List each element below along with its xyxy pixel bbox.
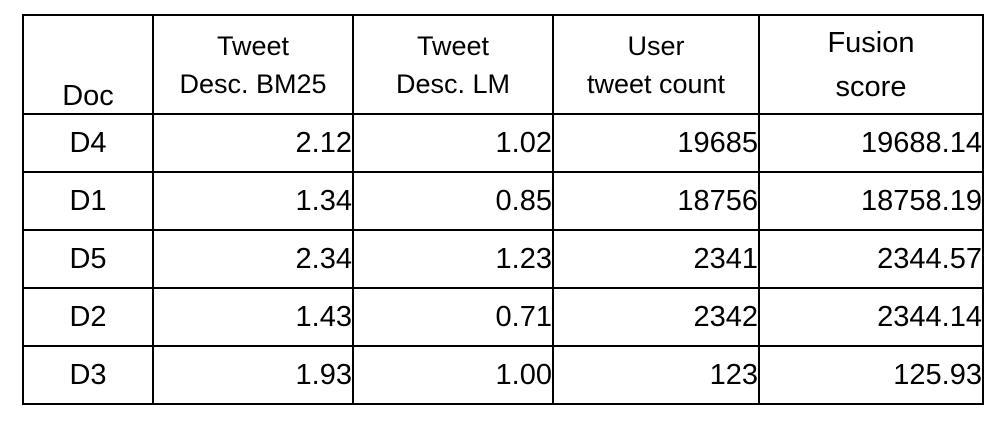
table-row: D2 1.43 0.71 2342 2344.14	[22, 287, 984, 347]
fusion-score-table: Doc Tweet Desc. BM25 Tweet Desc. LM User…	[22, 14, 984, 405]
tweet-count-cell: 123	[552, 345, 760, 405]
header-bm25-line1: Tweet	[216, 30, 290, 61]
header-fusion-score: Fusion score	[758, 14, 984, 115]
lm-cell: 0.85	[352, 171, 554, 231]
table-row: D5 2.34 1.23 2341 2344.57	[22, 229, 984, 289]
bm25-cell: 2.34	[152, 229, 354, 289]
header-doc: Doc	[22, 14, 154, 115]
doc-cell: D3	[22, 345, 154, 405]
header-lm-line2: Desc. LM	[395, 68, 511, 99]
fusion-score-cell: 19688.14	[758, 113, 984, 173]
header-count-line2: tweet count	[586, 68, 726, 99]
table-row: D3 1.93 1.00 123 125.93	[22, 345, 984, 405]
header-row: Doc Tweet Desc. BM25 Tweet Desc. LM User…	[22, 14, 984, 115]
tweet-count-cell: 19685	[552, 113, 760, 173]
doc-cell: D2	[22, 287, 154, 347]
header-fusion-line2: score	[835, 70, 907, 103]
fusion-score-cell: 2344.14	[758, 287, 984, 347]
table-row: D1 1.34 0.85 18756 18758.19	[22, 171, 984, 231]
header-fusion-line1: Fusion	[827, 26, 915, 59]
lm-cell: 1.00	[352, 345, 554, 405]
doc-cell: D5	[22, 229, 154, 289]
header-tweet-desc-bm25: Tweet Desc. BM25	[152, 14, 354, 115]
doc-cell: D4	[22, 113, 154, 173]
header-bm25-line2: Desc. BM25	[179, 68, 327, 99]
tweet-count-cell: 2342	[552, 287, 760, 347]
fusion-score-cell: 125.93	[758, 345, 984, 405]
lm-cell: 1.23	[352, 229, 554, 289]
bm25-cell: 1.93	[152, 345, 354, 405]
header-lm-line1: Tweet	[416, 30, 490, 61]
bm25-cell: 1.34	[152, 171, 354, 231]
doc-cell: D1	[22, 171, 154, 231]
table-row: D4 2.12 1.02 19685 19688.14	[22, 113, 984, 173]
bm25-cell: 2.12	[152, 113, 354, 173]
lm-cell: 0.71	[352, 287, 554, 347]
fusion-score-cell: 18758.19	[758, 171, 984, 231]
lm-cell: 1.02	[352, 113, 554, 173]
tweet-count-cell: 18756	[552, 171, 760, 231]
header-user-tweet-count: User tweet count	[552, 14, 760, 115]
header-tweet-desc-lm: Tweet Desc. LM	[352, 14, 554, 115]
fusion-score-cell: 2344.57	[758, 229, 984, 289]
header-count-line1: User	[627, 30, 685, 61]
tweet-count-cell: 2341	[552, 229, 760, 289]
header-doc-label: Doc	[62, 80, 114, 112]
bm25-cell: 1.43	[152, 287, 354, 347]
